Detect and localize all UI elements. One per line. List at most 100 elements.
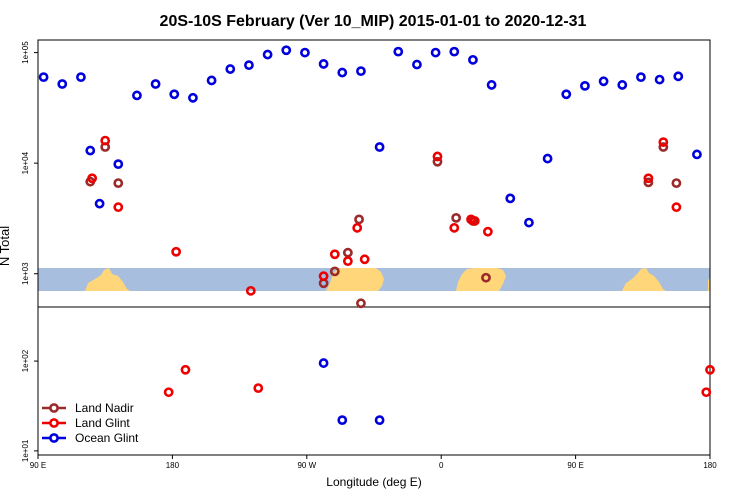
ocean-glint-point-23 [449, 46, 460, 57]
ocean-glint-point-2 [76, 72, 86, 83]
land-nadir-point-7 [356, 298, 366, 309]
ocean-glint-point-18 [356, 66, 366, 77]
legend-label-land-glint: Land Glint [75, 416, 130, 430]
ocean-glint-point-1 [57, 79, 68, 89]
world-map-strip [38, 268, 710, 291]
land-glint-point-6 [329, 249, 340, 260]
land-glint-point-15 [643, 173, 654, 184]
land-glint-point-11 [449, 222, 460, 233]
ocean-glint-point-31 [598, 76, 609, 87]
ocean-glint-point-8 [169, 89, 180, 100]
ocean-glint-lower-point-1 [337, 415, 348, 426]
ocean-glint-point-20 [393, 46, 404, 57]
ocean-glint-point-14 [281, 45, 292, 56]
ocean-glint-point-35 [673, 71, 684, 82]
land-nadir-point-9 [451, 212, 462, 223]
ocean-glint-point-21 [412, 59, 422, 70]
ocean-glint-point-17 [337, 67, 348, 78]
x-tick-label-5: 180 [703, 461, 717, 470]
x-tick-label-4: 90 E [567, 461, 583, 470]
land-nadir-point-13 [658, 142, 669, 152]
x-tick-label-2: 90 W [297, 461, 316, 470]
land-glint-lower-point-3 [705, 364, 715, 375]
land-shape-1 [326, 268, 384, 291]
y-axis-label: N Total [0, 226, 12, 266]
land-nadir-point-11 [481, 272, 491, 283]
land-glint-lower-point-4 [701, 387, 712, 398]
land-nadir-point-14 [671, 178, 682, 189]
ocean-glint-point-15 [300, 47, 310, 58]
ocean-glint-point-9 [188, 92, 198, 103]
land-glint-point-13 [469, 216, 480, 226]
ocean-glint-point-11 [225, 64, 236, 74]
ocean-glint-point-25 [486, 80, 497, 90]
ocean-glint-lower-point-2 [374, 415, 385, 426]
upper-panel-frame [37, 39, 711, 308]
ocean-glint-point-4 [94, 198, 105, 209]
ocean-glint-point-10 [206, 75, 217, 86]
ocean-glint-point-5 [113, 159, 124, 170]
upper-y-tick-label-1: 1e+04 [21, 151, 30, 174]
land-glint-point-2 [113, 202, 124, 213]
legend-marker-land-glint [49, 418, 59, 428]
land-glint-point-16 [658, 137, 669, 148]
data-points [38, 45, 715, 426]
legend-marker-land-nadir [49, 403, 59, 413]
ocean-glint-point-7 [150, 79, 161, 89]
lower-panel-frame [37, 306, 711, 456]
ocean-glint-point-6 [132, 90, 142, 101]
land-nadir-point-2 [113, 178, 124, 189]
legend-item-ocean-glint: Ocean Glint [42, 431, 139, 445]
legend-item-land-nadir: Land Nadir [42, 401, 134, 415]
land-shape-0 [85, 268, 130, 291]
land-glint-point-0 [87, 173, 98, 184]
ocean-glint-point-30 [580, 80, 590, 91]
x-axis: 90 E 180 90 W 0 90 E 180 [30, 455, 717, 470]
ocean-glint-point-32 [617, 80, 628, 90]
x-tick-label-1: 180 [166, 461, 180, 470]
legend-marker-ocean-glint [49, 433, 59, 443]
ocean-glint-point-0 [38, 72, 49, 83]
x-tick-label-0: 90 E [30, 461, 46, 470]
ocean-glint-point-3 [85, 145, 96, 156]
land-glint-lower-point-0 [163, 387, 174, 398]
ocean-glint-point-22 [430, 47, 441, 58]
land-nadir-point-5 [342, 247, 353, 258]
land-glint-point-7 [342, 256, 353, 267]
x-tick-label-3: 0 [439, 461, 444, 470]
y-axis: 1e+03 1e+04 1e+05 1e+01 1e+02 [21, 41, 38, 462]
ocean-glint-point-28 [542, 153, 553, 164]
land-shape-3 [622, 268, 666, 291]
ocean-glint-lower-point-0 [318, 358, 329, 368]
legend-label-ocean-glint: Ocean Glint [75, 431, 139, 445]
x-axis-label: Longitude (deg E) [326, 475, 421, 489]
legend-label-land-nadir: Land Nadir [75, 401, 134, 415]
land-glint-point-8 [352, 222, 363, 233]
land-glint-point-1 [100, 135, 111, 146]
ocean-glint-point-33 [636, 72, 646, 83]
legend-item-land-glint: Land Glint [42, 416, 130, 430]
lower-y-tick-label-1: 1e+02 [21, 349, 30, 372]
land-glint-point-9 [359, 254, 370, 265]
ocean-glint-point-12 [244, 60, 254, 71]
land-glint-lower-point-2 [253, 383, 264, 394]
ocean-glint-point-26 [505, 193, 516, 204]
land-nadir-point-4 [329, 266, 340, 277]
ocean-glint-point-36 [692, 149, 702, 160]
land-glint-point-10 [432, 151, 443, 162]
land-glint-point-14 [482, 226, 493, 237]
land-glint-point-4 [245, 285, 256, 296]
land-glint-point-17 [671, 202, 682, 213]
upper-y-tick-label-2: 1e+05 [21, 41, 30, 64]
land-nadir-point-8 [432, 156, 443, 167]
upper-y-tick-label-0: 1e+03 [21, 262, 30, 285]
land-nadir-point-6 [354, 214, 364, 225]
land-glint-point-5 [318, 271, 329, 282]
ocean-glint-point-24 [468, 54, 478, 65]
ocean-glint-point-16 [318, 59, 329, 69]
ocean-glint-point-19 [374, 142, 385, 152]
ocean-glint-point-34 [654, 74, 665, 85]
